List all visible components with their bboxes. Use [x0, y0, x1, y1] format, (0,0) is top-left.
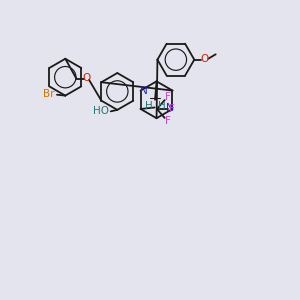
- Text: O: O: [82, 74, 91, 83]
- Text: H: H: [158, 101, 166, 111]
- Text: F: F: [165, 116, 171, 127]
- Text: F: F: [165, 92, 171, 101]
- Text: H: H: [145, 101, 152, 111]
- Text: F: F: [169, 104, 175, 114]
- Text: HO: HO: [93, 106, 109, 116]
- Text: Br: Br: [43, 89, 55, 99]
- Text: O: O: [201, 54, 209, 64]
- Text: N: N: [166, 103, 174, 113]
- Text: N: N: [140, 85, 147, 96]
